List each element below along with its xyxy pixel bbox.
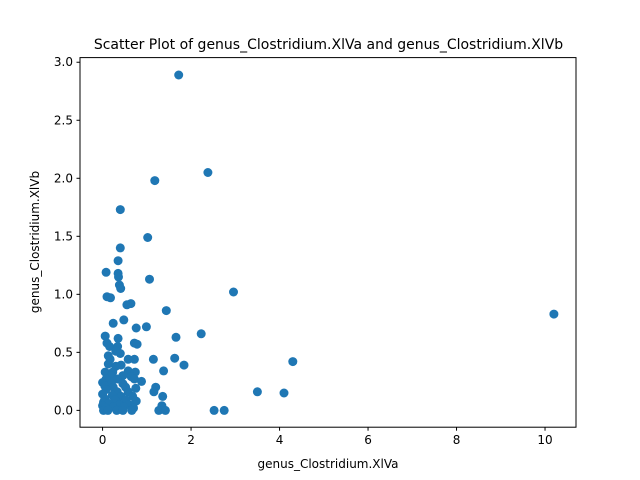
- data-point: [141, 322, 151, 332]
- data-point: [174, 70, 184, 80]
- plot-area-frame: [79, 57, 577, 428]
- data-point: [143, 233, 153, 242]
- data-point: [103, 405, 113, 415]
- data-point: [112, 405, 122, 415]
- data-point: [115, 243, 125, 253]
- data-point: [158, 391, 168, 401]
- data-point: [123, 354, 133, 364]
- data-point: [116, 284, 126, 293]
- data-point: [171, 332, 181, 342]
- data-point: [108, 318, 118, 328]
- data-point: [131, 323, 141, 333]
- data-point: [118, 405, 128, 415]
- data-point: [288, 357, 298, 367]
- y-axis-label: genus_Clostridium.XlVb: [28, 171, 42, 313]
- data-point: [137, 376, 146, 386]
- x-tick-label: 10: [537, 433, 552, 447]
- data-point: [203, 168, 213, 177]
- data-point: [113, 256, 123, 266]
- y-tick-label: 0.5: [54, 345, 73, 359]
- data-point: [129, 354, 139, 364]
- data-point: [160, 405, 170, 415]
- data-point: [127, 405, 137, 415]
- y-tick-label: 2.0: [54, 171, 73, 185]
- data-point: [159, 366, 169, 376]
- data-point: [170, 353, 180, 363]
- y-tick-label: 1.5: [54, 229, 73, 243]
- data-point: [148, 354, 158, 364]
- x-tick-label: 8: [453, 433, 461, 447]
- data-point: [279, 388, 289, 398]
- data-point: [101, 267, 111, 277]
- data-point: [219, 405, 229, 415]
- data-point: [252, 387, 262, 397]
- data-point: [145, 274, 154, 284]
- data-point: [149, 387, 159, 397]
- data-point: [105, 342, 115, 351]
- data-point: [132, 339, 142, 349]
- x-tick-label: 2: [187, 433, 195, 447]
- data-point: [179, 360, 189, 370]
- data-point: [129, 374, 139, 384]
- data-point: [113, 333, 123, 343]
- data-point: [150, 176, 160, 186]
- data-point: [103, 359, 113, 369]
- data-point: [122, 300, 132, 310]
- data-point: [161, 306, 171, 316]
- data-point: [115, 205, 125, 215]
- data-point: [115, 349, 125, 358]
- data-point: [131, 396, 141, 406]
- y-tick-label: 2.5: [54, 113, 73, 127]
- y-axis-ticks: 0.0 0.5 1.0 1.5 2.0 2.5 3.0: [54, 55, 80, 417]
- x-tick-label: 4: [276, 433, 284, 447]
- y-tick-label: 0.0: [54, 403, 73, 417]
- data-point: [229, 287, 238, 297]
- x-tick-label: 0: [99, 433, 107, 447]
- y-tick-label: 1.0: [54, 287, 73, 301]
- points-layer: [98, 70, 559, 415]
- data-point: [100, 331, 110, 341]
- chart-title: Scatter Plot of genus_Clostridium.XlVa a…: [94, 37, 563, 53]
- x-axis-ticks: 0 2 4 6 8 10: [99, 427, 553, 447]
- y-tick-label: 3.0: [54, 55, 73, 69]
- data-point: [131, 383, 141, 393]
- x-axis-label: genus_Clostridium.XlVa: [258, 457, 399, 471]
- x-tick-label: 6: [364, 433, 372, 447]
- data-point: [549, 309, 559, 319]
- data-point: [154, 405, 164, 415]
- data-point: [196, 329, 206, 339]
- data-point: [106, 293, 115, 303]
- data-point: [119, 315, 129, 325]
- data-point: [114, 272, 123, 282]
- data-point: [209, 405, 219, 415]
